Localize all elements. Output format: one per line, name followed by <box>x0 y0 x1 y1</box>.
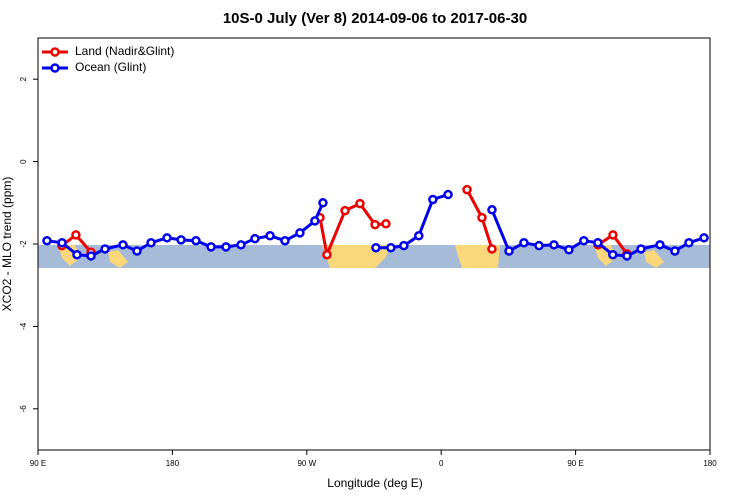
y-tick-label: -2 <box>19 240 28 248</box>
point <box>636 244 646 254</box>
point <box>670 246 680 256</box>
y-axis-label: XCO2 - MLO trend (ppm) <box>0 177 14 312</box>
point <box>318 198 328 208</box>
point <box>534 240 544 251</box>
point <box>549 240 559 250</box>
point <box>386 242 396 253</box>
point <box>504 246 514 256</box>
land-shape <box>644 250 664 268</box>
point <box>428 194 438 205</box>
chart-title: 10S-0 July (Ver 8) 2014-09-06 to 2017-06… <box>223 10 527 27</box>
point <box>310 216 320 226</box>
y-tick-label: 0 <box>19 159 28 164</box>
x-tick-label: 90 W <box>297 459 316 468</box>
point <box>622 251 632 261</box>
point <box>399 240 409 251</box>
point <box>443 189 453 200</box>
x-tick-label: 0 <box>439 459 444 468</box>
x-tick-label: 90 E <box>30 459 46 468</box>
point <box>236 240 246 250</box>
point <box>221 242 231 252</box>
y-tick-label: -6 <box>19 405 28 413</box>
point <box>206 242 216 252</box>
point <box>176 235 186 245</box>
point <box>370 219 380 230</box>
legend-marker <box>50 63 60 73</box>
point <box>86 251 96 261</box>
point <box>146 238 156 248</box>
x-tick-label: 90 E <box>567 459 583 468</box>
y-tick-label: -4 <box>19 322 28 330</box>
point <box>381 219 391 229</box>
point <box>57 238 67 248</box>
point <box>477 212 487 223</box>
point <box>71 230 81 240</box>
point <box>72 249 82 260</box>
point <box>100 244 110 254</box>
point <box>462 184 472 195</box>
point <box>593 238 603 248</box>
point <box>655 240 665 250</box>
point <box>132 246 142 256</box>
legend-marker <box>50 47 60 57</box>
y-tick-label: 2 <box>19 76 28 81</box>
x-axis-label: Longitude (deg E) <box>327 476 422 490</box>
point <box>265 231 275 241</box>
land-shape <box>108 250 128 268</box>
point <box>280 235 290 246</box>
point <box>340 205 350 216</box>
point <box>322 249 332 260</box>
point <box>684 238 694 248</box>
land-shape <box>58 245 80 266</box>
x-tick-label: 180 <box>703 459 717 468</box>
point <box>414 231 424 241</box>
point <box>42 235 52 246</box>
point <box>118 240 128 250</box>
legend-label: Ocean (Glint) <box>75 60 146 74</box>
point <box>295 228 305 238</box>
land-shape <box>594 245 616 266</box>
point <box>355 198 365 209</box>
point <box>371 242 381 253</box>
point <box>191 235 201 246</box>
x-tick-label: 180 <box>166 459 180 468</box>
point <box>250 233 260 244</box>
point <box>519 238 529 248</box>
point <box>487 244 497 254</box>
point <box>564 245 574 255</box>
point <box>487 205 497 215</box>
point <box>608 249 618 260</box>
point <box>699 233 709 243</box>
point <box>162 233 172 243</box>
legend-label: Land (Nadir&Glint) <box>75 44 174 58</box>
point <box>608 230 618 240</box>
point <box>579 235 589 246</box>
